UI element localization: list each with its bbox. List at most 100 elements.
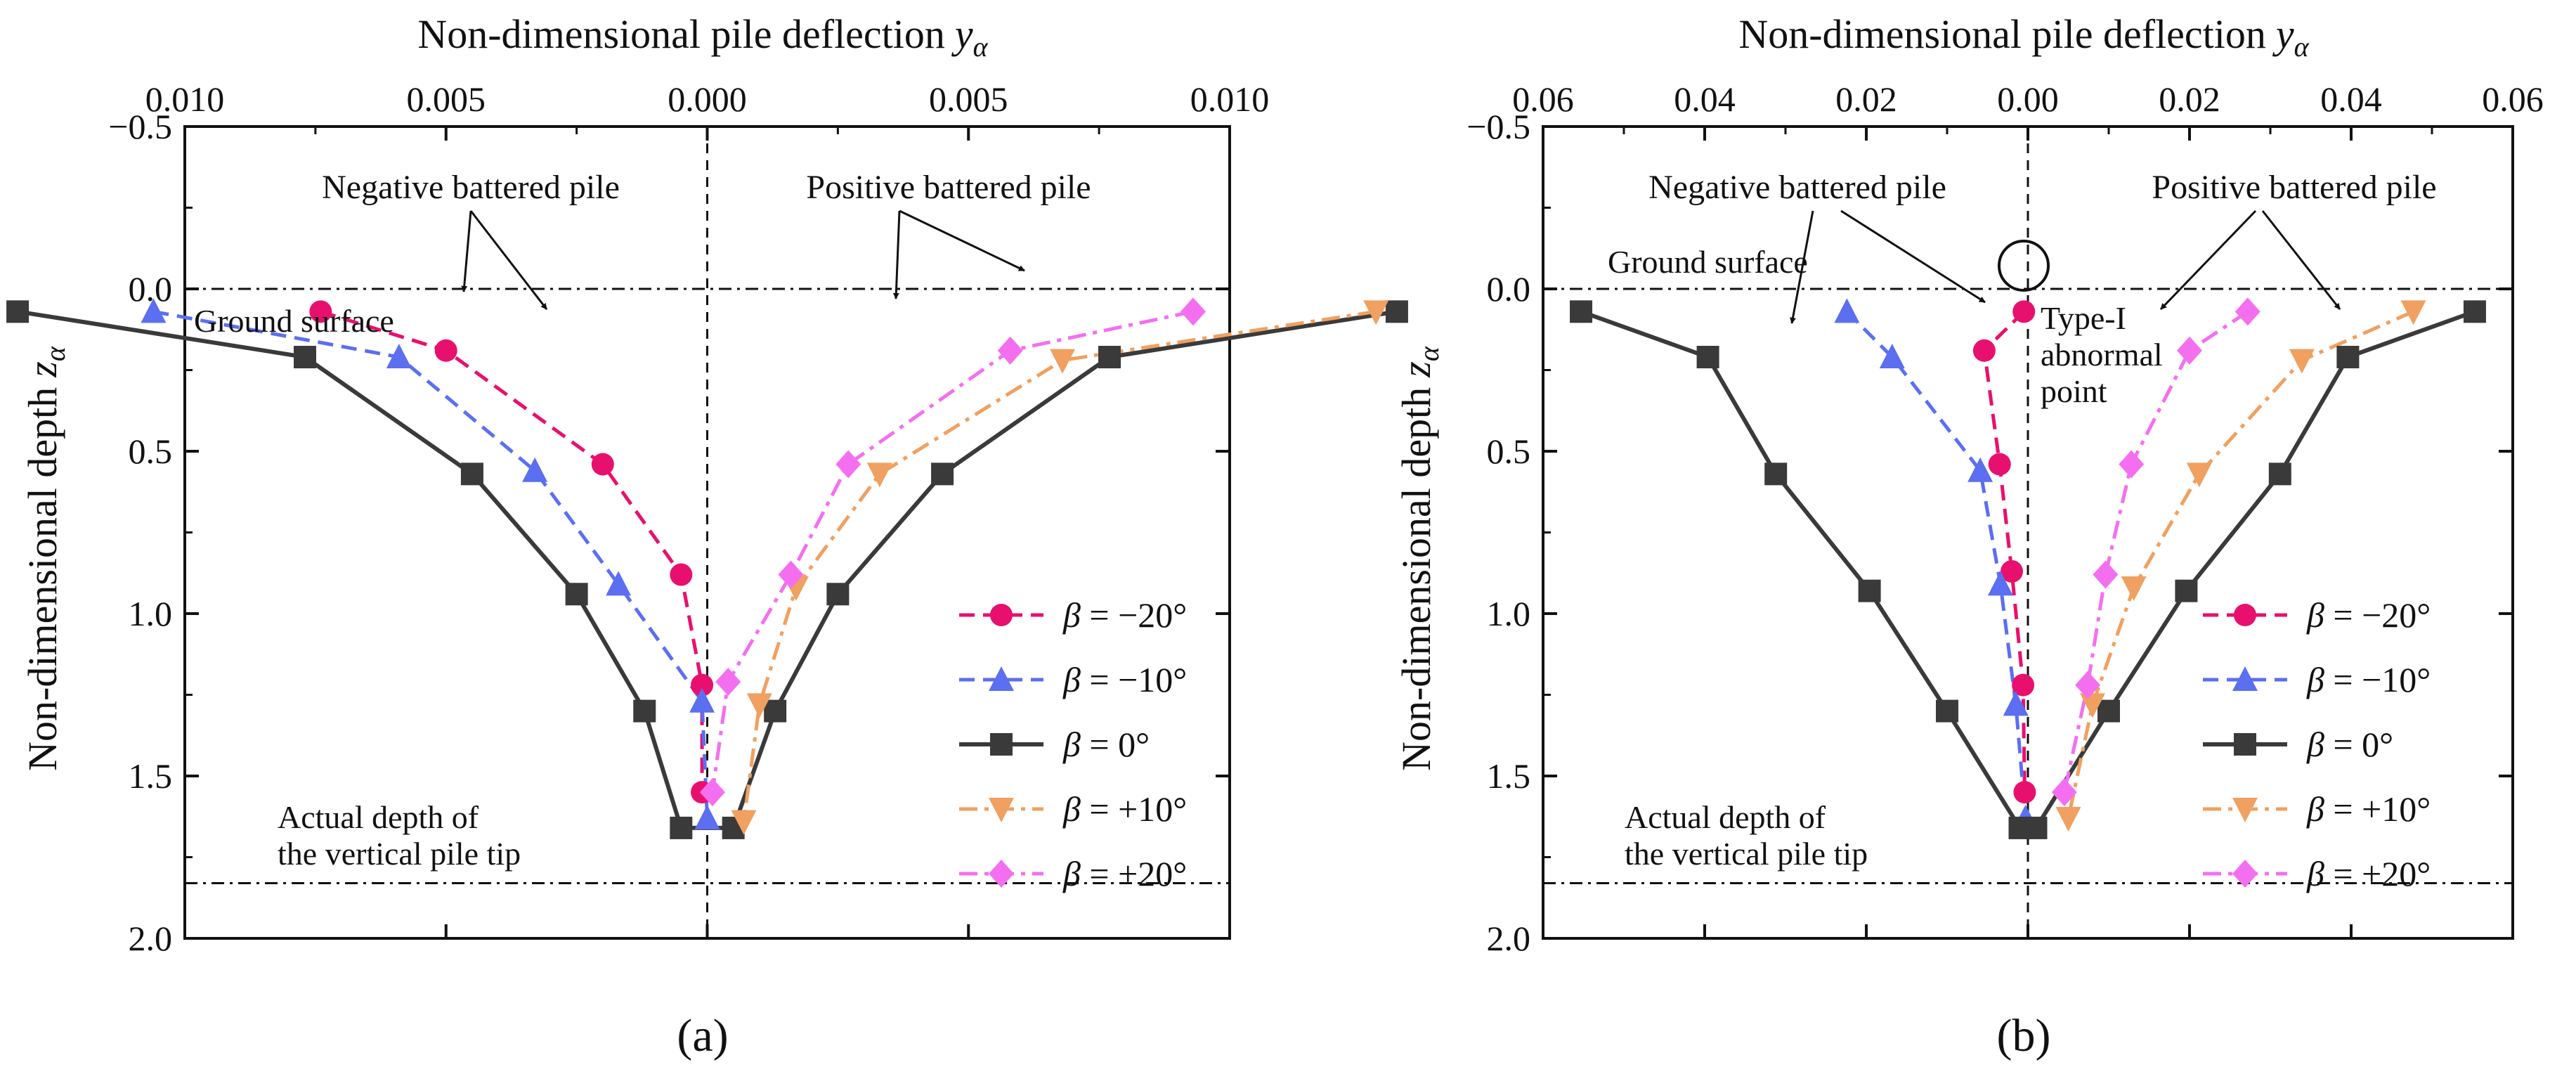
series-line — [742, 309, 1377, 822]
pile-tip-label-line2: the vertical pile tip — [1625, 836, 1868, 872]
pile-tip-label-line1: Actual depth of — [278, 799, 479, 835]
y-axis-title-symbol: z — [20, 361, 65, 378]
series-group — [1570, 297, 2486, 839]
x-tick-label: 0.000 — [668, 79, 747, 119]
legend: β = −20°β = −10°β = 0°β = +10°β = +20° — [959, 595, 1187, 893]
x-tick-label: 0.005 — [929, 79, 1008, 119]
legend-value: = +20° — [1081, 854, 1187, 893]
x-tick-label: 0.010 — [1190, 79, 1270, 119]
data-point — [434, 339, 457, 362]
legend-value: = −20° — [1081, 595, 1187, 635]
data-point — [691, 673, 714, 697]
data-point — [764, 699, 787, 723]
x-axis-title-symbol: y — [2272, 11, 2294, 57]
legend-value: = +10° — [1081, 789, 1187, 829]
data-point — [2093, 560, 2119, 589]
data-point — [670, 563, 693, 586]
negative-battered-pile-label: Negative battered pile — [1648, 169, 1946, 206]
data-point — [6, 300, 30, 323]
panel-caption: (b) — [1997, 1010, 2051, 1061]
positive-arrow-1 — [892, 210, 901, 299]
panel-b: Non-dimensional pile deflection yα Non-di… — [1393, 11, 2544, 1061]
data-point — [2012, 673, 2035, 697]
legend-label: β = −20° — [1062, 595, 1187, 635]
data-point — [1385, 300, 1408, 323]
legend-label: β = +10° — [2306, 789, 2431, 829]
data-point — [1988, 453, 2011, 476]
data-point — [2175, 579, 2198, 602]
data-point — [591, 453, 614, 476]
x-axis-ticks: 0.010 0.005 0.000 0.005 0.010 — [145, 79, 1270, 938]
data-point — [2177, 336, 2202, 365]
x-axis-title-subscript: α — [973, 31, 989, 63]
y-tick-label: 1.0 — [129, 594, 173, 633]
x-tick-label: 0.00 — [1997, 79, 2059, 119]
data-point — [2024, 816, 2048, 839]
x-tick-label: 0.06 — [1512, 79, 1574, 119]
data-point — [2268, 462, 2291, 486]
data-point — [699, 778, 725, 807]
legend-label: β = +10° — [1062, 789, 1187, 829]
data-point — [2013, 781, 2036, 804]
legend-marker — [2232, 666, 2258, 691]
data-point — [746, 693, 772, 718]
positive-arrow-2 — [2261, 210, 2341, 310]
legend-value: = 0° — [1081, 725, 1150, 764]
data-point — [1834, 298, 1860, 323]
x-tick-label: 0.02 — [2159, 79, 2220, 119]
x-tick-label: 0.04 — [1674, 79, 1736, 119]
data-point — [2097, 699, 2120, 723]
legend-marker — [2232, 860, 2258, 888]
y-tick-label: 1.5 — [1487, 756, 1531, 796]
series-line — [320, 309, 704, 793]
y-tick-label: 0.5 — [1487, 432, 1531, 471]
data-point — [2001, 559, 2023, 583]
data-point — [565, 583, 588, 606]
negative-battered-pile-label: Negative battered pile — [322, 169, 620, 206]
legend-label: β = −20° — [2306, 595, 2431, 635]
x-tick-label: 0.04 — [2320, 79, 2382, 119]
legend-label: β = +20° — [2306, 854, 2431, 893]
data-point — [2400, 300, 2426, 325]
pile-tip-label-line2: the vertical pile tip — [278, 836, 521, 872]
annotations: Negative battered pile Positive battered… — [1608, 169, 2437, 872]
ground-surface-label: Ground surface — [1608, 244, 1808, 280]
data-point — [141, 298, 167, 323]
y-axis-title-subscript: α — [1413, 346, 1445, 361]
legend-label: β = 0° — [1062, 725, 1150, 764]
data-point — [294, 346, 317, 369]
data-point — [522, 457, 548, 482]
y-axis-title-text: Non-dimensional depth — [20, 387, 65, 771]
legend-marker — [989, 798, 1014, 822]
legend-marker — [989, 666, 1014, 691]
legend-label: β = −10° — [2306, 660, 2431, 699]
positive-arrow-2 — [899, 209, 1025, 272]
data-point — [715, 668, 741, 697]
series-line — [2062, 310, 2249, 793]
y-tick-label: 0.0 — [129, 269, 173, 309]
data-point — [826, 583, 850, 606]
data-point — [1936, 699, 1958, 723]
positive-arrow-1 — [2159, 209, 2257, 311]
series-line — [710, 309, 1194, 793]
legend-beta: β — [1062, 725, 1081, 764]
legend-beta: β — [1062, 660, 1081, 699]
legend-value: = +20° — [2324, 854, 2431, 893]
data-point — [1098, 346, 1121, 369]
data-point — [1967, 457, 1993, 482]
legend-beta: β — [1062, 595, 1081, 635]
series-group — [6, 297, 1408, 839]
abnormal-point-label-line1: Type-I — [2041, 300, 2126, 336]
legend-value: = 0° — [2324, 725, 2393, 764]
x-axis-title-text: Non-dimensional pile deflection — [1738, 11, 2266, 57]
x-axis-title-symbol: y — [951, 11, 973, 57]
annotations: Negative battered pile Positive battered… — [194, 169, 1091, 872]
data-point — [2235, 297, 2260, 326]
x-axis-title-subscript: α — [2294, 31, 2310, 63]
data-point — [689, 687, 715, 713]
y-axis-ticks: −0.5 0.0 0.5 1.0 1.5 2.0 — [108, 107, 1230, 958]
x-tick-label: 0.005 — [407, 79, 486, 119]
data-point — [866, 462, 892, 488]
data-point — [460, 462, 483, 486]
y-axis-title-symbol: z — [1393, 361, 1439, 378]
